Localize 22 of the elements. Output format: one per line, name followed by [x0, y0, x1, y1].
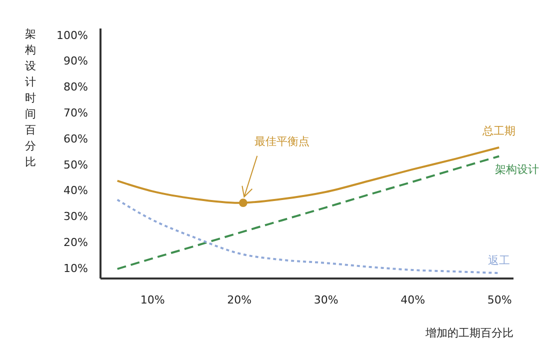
- annotation: 最佳平衡点: [254, 134, 310, 148]
- y-tick-label: 10%: [64, 262, 88, 275]
- y-tick-label: 20%: [64, 236, 88, 250]
- y-tick-label: 70%: [64, 106, 88, 120]
- y-tick-label: 90%: [64, 54, 88, 68]
- y-tick-label: 40%: [64, 184, 88, 198]
- x-tick-label: 40%: [400, 294, 426, 306]
- series-label: 架构设计: [495, 163, 540, 176]
- x-tick-label: 50%: [487, 294, 512, 306]
- x-axis-title: 增加的工期百分比: [424, 326, 514, 340]
- y-tick-label: 30%: [64, 210, 88, 224]
- x-tick-label: 20%: [227, 294, 252, 306]
- line-series: [116, 198, 500, 274]
- text: 架构设计时间百分比: [25, 28, 36, 168]
- y-tick-label: 60%: [64, 132, 88, 146]
- series-label: 返工: [488, 254, 510, 268]
- y-tick-label: 50%: [64, 158, 88, 172]
- y-tick-label: 100%: [56, 28, 88, 42]
- x-tick-label: 10%: [140, 294, 165, 306]
- x-tick-label: 30%: [314, 294, 338, 306]
- y-tick-label: 80%: [64, 80, 88, 94]
- series-label: 总工期: [482, 124, 516, 138]
